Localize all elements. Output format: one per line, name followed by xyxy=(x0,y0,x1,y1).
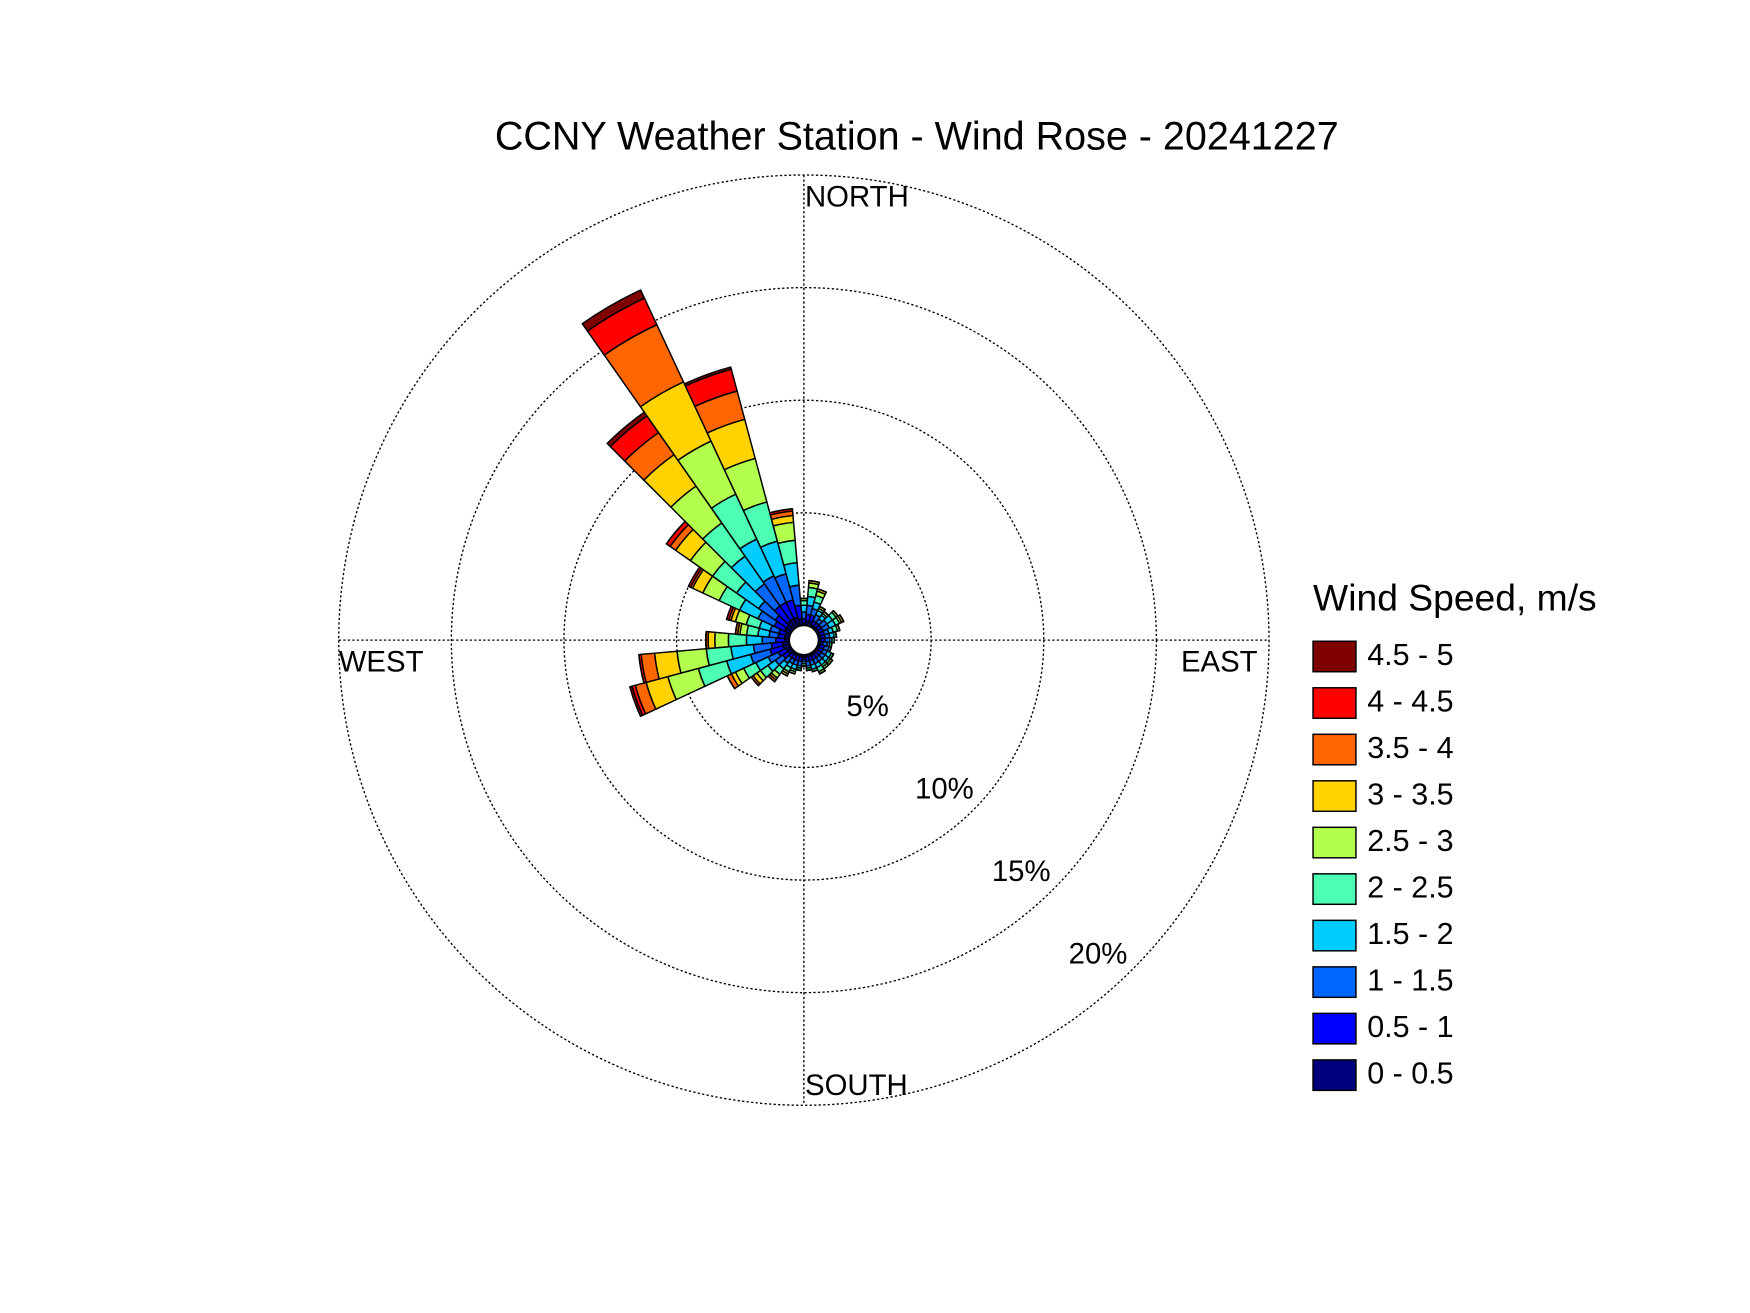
wind-sector xyxy=(638,653,645,684)
chart-title: CCNY Weather Station - Wind Rose - 20241… xyxy=(495,114,1339,158)
legend-label: 0.5 - 1 xyxy=(1367,1010,1453,1044)
wind-sector xyxy=(769,508,794,514)
legend-swatch xyxy=(1312,919,1357,952)
legend-label: 1 - 1.5 xyxy=(1367,964,1453,998)
center-hole xyxy=(788,624,820,656)
r-tick-label: 5% xyxy=(846,690,888,723)
compass-label: WEST xyxy=(339,646,424,679)
wind-sector xyxy=(707,631,716,650)
legend-title: Wind Speed, m/s xyxy=(1313,576,1597,618)
wind-sector xyxy=(805,668,813,672)
r-tick-label: 10% xyxy=(915,773,974,806)
grid-circle xyxy=(563,399,1045,881)
legend-swatch xyxy=(1312,966,1357,999)
wind-sector xyxy=(811,669,819,673)
legend-label: 2 - 2.5 xyxy=(1367,871,1453,905)
legend-swatch xyxy=(1312,1059,1357,1092)
legend-swatch xyxy=(1312,826,1357,859)
legend-swatch xyxy=(1312,733,1357,766)
legend-label: 3.5 - 4 xyxy=(1367,731,1453,765)
legend-swatch xyxy=(1312,873,1357,906)
grid-circle xyxy=(450,286,1158,994)
wind-sector xyxy=(830,641,833,649)
wind-sector xyxy=(629,685,644,718)
grid-circle xyxy=(338,174,1270,1106)
wind-sector xyxy=(808,579,821,584)
legend-label: 1.5 - 2 xyxy=(1367,917,1453,951)
compass-label: NORTH xyxy=(805,180,909,213)
wind-sector xyxy=(581,289,646,332)
legend-label: 4.5 - 5 xyxy=(1367,638,1453,672)
wind-sector xyxy=(795,668,802,672)
wind-sector xyxy=(836,623,841,632)
wind-sector xyxy=(818,605,826,611)
grid-circle xyxy=(675,512,932,769)
r-tick-label: 20% xyxy=(1069,937,1128,970)
legend-swatch xyxy=(1312,780,1357,813)
legend-swatch xyxy=(1312,1012,1357,1045)
legend-label: 2.5 - 3 xyxy=(1367,824,1453,858)
compass-label: EAST xyxy=(1181,646,1258,679)
legend-swatch xyxy=(1312,640,1357,673)
legend-label: 0 - 0.5 xyxy=(1367,1057,1453,1091)
r-tick-label: 15% xyxy=(992,855,1051,888)
wind-sector xyxy=(834,630,838,639)
legend-label: 3 - 3.5 xyxy=(1367,778,1453,812)
legend-label: 4 - 4.5 xyxy=(1367,685,1453,719)
wind-sector xyxy=(683,366,733,387)
wind-sector xyxy=(839,614,845,623)
wind-sector xyxy=(816,588,827,593)
wind-sector xyxy=(818,669,826,675)
wind-sector xyxy=(714,631,730,649)
legend-swatch xyxy=(1312,687,1357,719)
